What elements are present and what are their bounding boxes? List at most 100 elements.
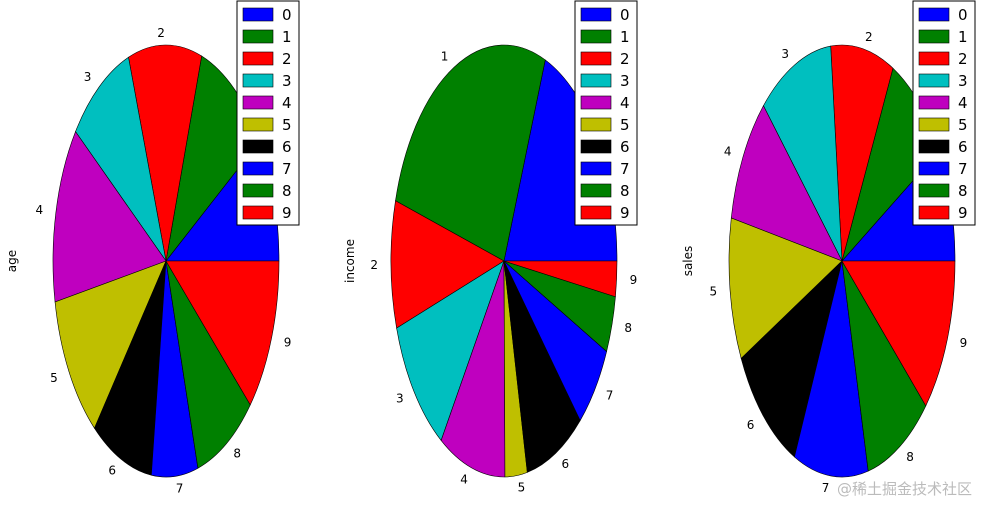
legend-label-0: 0: [282, 6, 292, 24]
pie-slice-6: [740, 260, 843, 458]
pie-slice-3: [396, 260, 505, 442]
slice-label-9: 9: [960, 336, 968, 350]
legend-label-5: 5: [958, 116, 968, 134]
legend-swatch-8: [242, 183, 274, 198]
pie-slice-5: [728, 217, 843, 359]
pie-slice-9: [841, 260, 956, 407]
legend-label-8: 8: [958, 182, 968, 200]
pie-slice-4: [440, 260, 506, 478]
slice-label-2: 2: [865, 30, 873, 44]
legend-label-8: 8: [282, 182, 292, 200]
slice-label-4: 4: [36, 203, 44, 217]
slice-label-7: 7: [822, 481, 830, 495]
slice-label-6: 6: [747, 418, 755, 432]
legend-swatch-8: [918, 183, 950, 198]
legend-swatch-0: [580, 7, 612, 22]
legend-swatch-9: [242, 205, 274, 220]
slice-label-9: 9: [630, 273, 638, 287]
legend: 0 1 2 3 4 5 6 7 8 9: [912, 0, 976, 226]
legend-label-5: 5: [620, 116, 630, 134]
pie-slice-1: [395, 44, 546, 262]
slice-label-7: 7: [176, 481, 184, 495]
pie-chart-age: 0 1 2 3 4 5 6 7 8 9 age 0 1 2 3 4 5 6 7 8 9: [5, 0, 300, 495]
legend-swatch-6: [242, 139, 274, 154]
legend-label-3: 3: [282, 72, 292, 90]
legend-swatch-2: [580, 51, 612, 66]
pie-slice-9: [165, 260, 280, 406]
slice-label-1: 1: [441, 49, 449, 63]
legend-swatch-4: [580, 95, 612, 110]
slice-label-3: 3: [781, 47, 789, 61]
legend-label-4: 4: [958, 94, 968, 112]
legend-label-0: 0: [958, 6, 968, 24]
legend-label-9: 9: [620, 204, 630, 222]
legend-label-3: 3: [958, 72, 968, 90]
legend-label-7: 7: [620, 160, 630, 178]
slice-label-8: 8: [906, 450, 914, 464]
legend-swatch-0: [918, 7, 950, 22]
slice-label-5: 5: [518, 481, 526, 495]
slice-label-4: 4: [724, 144, 732, 158]
pie-slice-2: [128, 44, 202, 262]
legend-label-7: 7: [958, 160, 968, 178]
legend-swatch-5: [242, 117, 274, 132]
slice-label-8: 8: [624, 321, 632, 335]
legend-label-9: 9: [282, 204, 292, 222]
legend-label-6: 6: [620, 138, 630, 156]
pie-slice-4: [52, 130, 167, 303]
legend-label-1: 1: [282, 28, 292, 46]
pie-chart-sales: 0 1 2 3 4 5 6 7 8 9 sales 0 1 2 3 4 5 6 7 8 9: [681, 0, 976, 495]
slice-label-2: 2: [370, 258, 378, 272]
legend-swatch-9: [580, 205, 612, 220]
legend-label-4: 4: [620, 94, 630, 112]
legend-label-1: 1: [620, 28, 630, 46]
legend-swatch-3: [918, 73, 950, 88]
legend: 0 1 2 3 4 5 6 7 8 9: [236, 0, 300, 226]
legend-label-4: 4: [282, 94, 292, 112]
pie-slice-3: [763, 45, 843, 262]
legend-label-6: 6: [958, 138, 968, 156]
legend-label-5: 5: [282, 116, 292, 134]
y-axis-label: income: [343, 239, 357, 283]
legend-label-2: 2: [620, 50, 630, 68]
pie-slice-8: [165, 260, 251, 469]
legend-swatch-3: [580, 73, 612, 88]
y-axis-label: sales: [681, 246, 695, 277]
legend-label-8: 8: [620, 182, 630, 200]
pie-slice-5: [54, 260, 167, 429]
legend-swatch-1: [580, 29, 612, 44]
legend-swatch-4: [918, 95, 950, 110]
legend-label-0: 0: [620, 6, 630, 24]
slice-label-8: 8: [233, 447, 241, 461]
slice-label-6: 6: [562, 457, 570, 471]
legend-swatch-0: [242, 7, 274, 22]
slice-label-5: 5: [50, 371, 58, 385]
pie-slice-9: [503, 260, 618, 298]
legend-swatch-5: [580, 117, 612, 132]
legend-swatch-6: [918, 139, 950, 154]
legend-label-2: 2: [282, 50, 292, 68]
pie-slice-7: [794, 260, 869, 478]
legend-swatch-5: [918, 117, 950, 132]
slice-label-4: 4: [460, 472, 468, 486]
pie-slice-2: [830, 44, 894, 262]
slice-label-3: 3: [396, 392, 404, 406]
pie-slice-4: [730, 105, 843, 262]
legend-label-9: 9: [958, 204, 968, 222]
slice-label-2: 2: [157, 26, 165, 40]
legend-label-2: 2: [958, 50, 968, 68]
y-axis-label: age: [5, 250, 19, 272]
legend-swatch-9: [918, 205, 950, 220]
slice-label-6: 6: [108, 463, 116, 477]
watermark-text: @稀土掘金技术社区: [836, 480, 972, 498]
legend-swatch-6: [580, 139, 612, 154]
pie-slice-2: [390, 200, 505, 329]
legend-swatch-1: [918, 29, 950, 44]
legend-label-3: 3: [620, 72, 630, 90]
legend-swatch-2: [242, 51, 274, 66]
pie-slice-3: [75, 56, 167, 262]
legend-swatch-2: [918, 51, 950, 66]
legend-label-1: 1: [958, 28, 968, 46]
slice-label-3: 3: [84, 70, 92, 84]
